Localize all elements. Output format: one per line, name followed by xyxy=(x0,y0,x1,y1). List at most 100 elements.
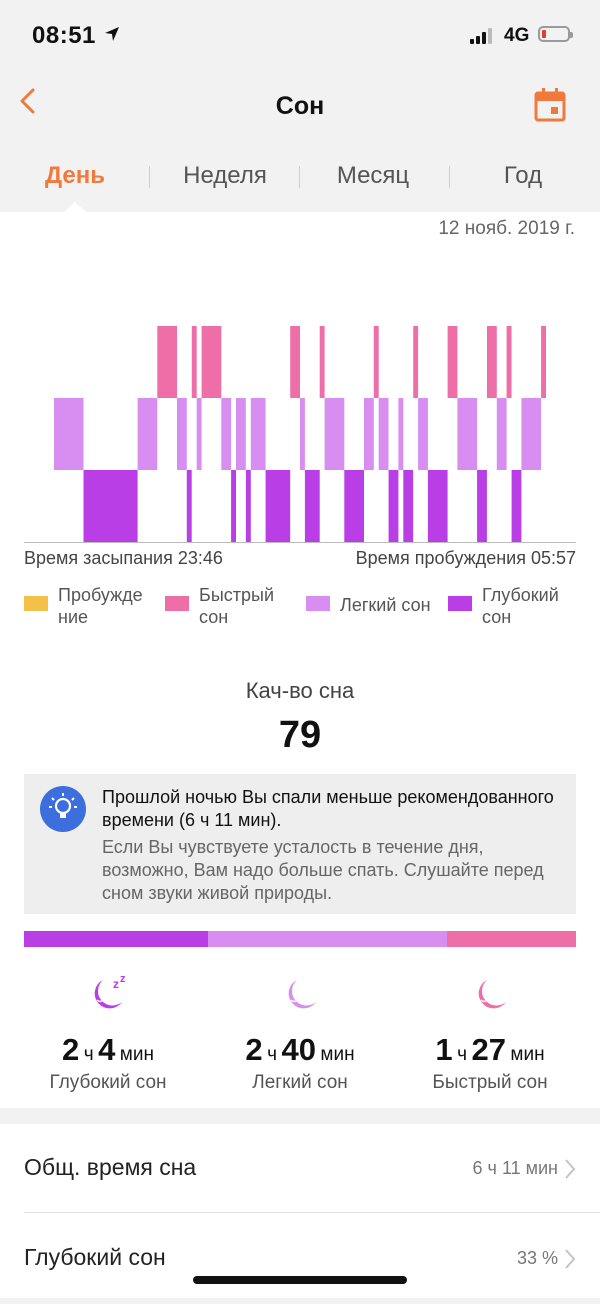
sleep-quality-label: Кач-во сна xyxy=(245,678,355,703)
list-item-deep-sleep[interactable]: Глубокий сон 33 % xyxy=(24,1214,576,1304)
tab-divider xyxy=(449,166,450,188)
chevron-right-icon xyxy=(565,1249,576,1269)
sleep-segment-deep xyxy=(388,470,399,542)
nav-header: Сон xyxy=(0,72,600,142)
advice-box: Прошлой ночью Вы спали меньше рекомендов… xyxy=(24,774,576,914)
stage-name: Глубокий сон xyxy=(49,1072,167,1093)
stage-rem: 1 ч 27 мин Быстрый сон xyxy=(405,972,575,1094)
sleep-segment-deep xyxy=(83,470,138,542)
fall-asleep-time: Время засыпания 23:46 xyxy=(24,548,223,568)
sleep-segment-light xyxy=(378,398,389,470)
legend-deep: Глубокий сон xyxy=(448,584,559,628)
list-item-value: 6 ч 11 мин xyxy=(472,1158,558,1178)
stage-duration: 2 ч 4 мин xyxy=(62,1032,154,1067)
tab-day[interactable]: День xyxy=(45,162,105,189)
sleep-segment-deep xyxy=(245,470,251,542)
location-arrow-icon xyxy=(105,27,119,41)
period-tabs: День Неделя Месяц Год xyxy=(0,150,600,210)
sleep-segment-deep xyxy=(477,470,487,542)
sleep-segment-deep xyxy=(186,470,192,542)
battery-icon xyxy=(538,26,573,42)
svg-text:z: z xyxy=(113,977,119,991)
sleep-segment-light xyxy=(196,398,202,470)
active-tab-pointer xyxy=(64,202,86,212)
stage-deep: z z 2 ч 4 мин Глубокий сон xyxy=(23,972,193,1094)
legend-label: Пробужде ние xyxy=(58,585,143,627)
sleep-segment-deep xyxy=(403,470,414,542)
home-indicator xyxy=(193,1276,407,1284)
legend-swatch-light xyxy=(306,596,330,611)
chart-baseline xyxy=(24,542,576,543)
sleep-quality-score: 79 xyxy=(278,714,322,756)
status-bar: 08:51 4G xyxy=(0,0,600,72)
stage-distribution-bar xyxy=(24,931,576,947)
distribution-segment-rem xyxy=(446,931,576,947)
tab-month[interactable]: Месяц xyxy=(336,162,410,189)
tab-divider xyxy=(299,166,300,188)
stage-duration: 1 ч 27 мин xyxy=(435,1032,545,1067)
legend-swatch-rem xyxy=(165,596,189,611)
sleep-segment-rem xyxy=(373,326,379,398)
legend-swatch-awake xyxy=(24,596,48,611)
signal-icon xyxy=(470,28,492,44)
sleep-segment-deep xyxy=(304,470,320,542)
svg-text:z: z xyxy=(120,973,126,985)
sleep-segment-rem xyxy=(413,326,419,398)
stage-name: Легкий сон xyxy=(252,1072,348,1093)
legend-awake: Пробужде ние xyxy=(24,584,143,628)
sleep-segment-light xyxy=(221,398,232,470)
sleep-segment-light xyxy=(324,398,345,470)
back-chevron-icon[interactable] xyxy=(14,86,44,116)
sleep-segment-deep xyxy=(344,470,364,542)
sleep-segment-light xyxy=(457,398,478,470)
sleep-segment-light xyxy=(521,398,542,470)
sleep-segment-light xyxy=(398,398,404,470)
sleep-segment-light xyxy=(250,398,266,470)
stage-duration: 2 ч 40 мин xyxy=(245,1032,355,1067)
legend-label: Быстрый сон xyxy=(199,585,274,627)
sleep-segment-light xyxy=(300,398,305,470)
sleep-segment-light xyxy=(177,398,187,470)
list-item-label: Общ. время сна xyxy=(24,1154,197,1180)
page-title: Сон xyxy=(275,92,325,120)
sleep-segment-rem xyxy=(319,326,325,398)
sleep-segment-rem xyxy=(506,326,512,398)
sleep-segment-rem xyxy=(201,326,222,398)
sleep-segment-light xyxy=(137,398,158,470)
wake-up-time: Время пробуждения 05:57 xyxy=(355,548,576,568)
moon-icon xyxy=(288,980,316,1009)
sleep-segment-light xyxy=(54,398,84,470)
legend-swatch-deep xyxy=(448,596,472,611)
sleep-segment-rem xyxy=(487,326,497,398)
tab-year[interactable]: Год xyxy=(503,162,543,189)
sleep-segment-rem xyxy=(191,326,197,398)
legend-rem: Быстрый сон xyxy=(165,584,274,628)
calendar-icon[interactable] xyxy=(534,88,566,122)
sleep-segment-rem xyxy=(157,326,177,398)
list-item-total-sleep[interactable]: Общ. время сна 6 ч 11 мин xyxy=(24,1124,576,1214)
sleep-segment-light xyxy=(496,398,507,470)
distribution-segment-light xyxy=(208,931,447,947)
stage-light: 2 ч 40 мин Легкий сон xyxy=(215,972,385,1094)
sleep-segment-rem xyxy=(447,326,458,398)
sleep-segment-rem xyxy=(290,326,300,398)
advice-main-text: Прошлой ночью Вы спали меньше рекомендов… xyxy=(102,787,554,830)
tab-week[interactable]: Неделя xyxy=(183,162,267,189)
list-divider xyxy=(24,1212,600,1213)
stage-name: Быстрый сон xyxy=(432,1072,548,1093)
chevron-right-icon xyxy=(565,1159,576,1179)
sleep-segment-light xyxy=(418,398,428,470)
moon-zz-icon: z z xyxy=(94,973,126,1009)
list-item-label: Глубокий сон xyxy=(24,1244,166,1270)
sleep-segment-deep xyxy=(265,470,291,542)
sleep-segment-light xyxy=(364,398,374,470)
status-time: 08:51 xyxy=(32,22,96,49)
date-label: 12 нояб. 2019 г. xyxy=(438,218,575,239)
sleep-segment-deep xyxy=(511,470,522,542)
legend-light: Легкий сон xyxy=(306,584,431,616)
distribution-segment-deep xyxy=(24,931,209,947)
legend-label: Глубокий сон xyxy=(482,585,559,627)
sleep-segment-rem xyxy=(541,326,546,398)
moon-icon xyxy=(478,980,506,1009)
sleep-stage-chart xyxy=(54,326,546,542)
